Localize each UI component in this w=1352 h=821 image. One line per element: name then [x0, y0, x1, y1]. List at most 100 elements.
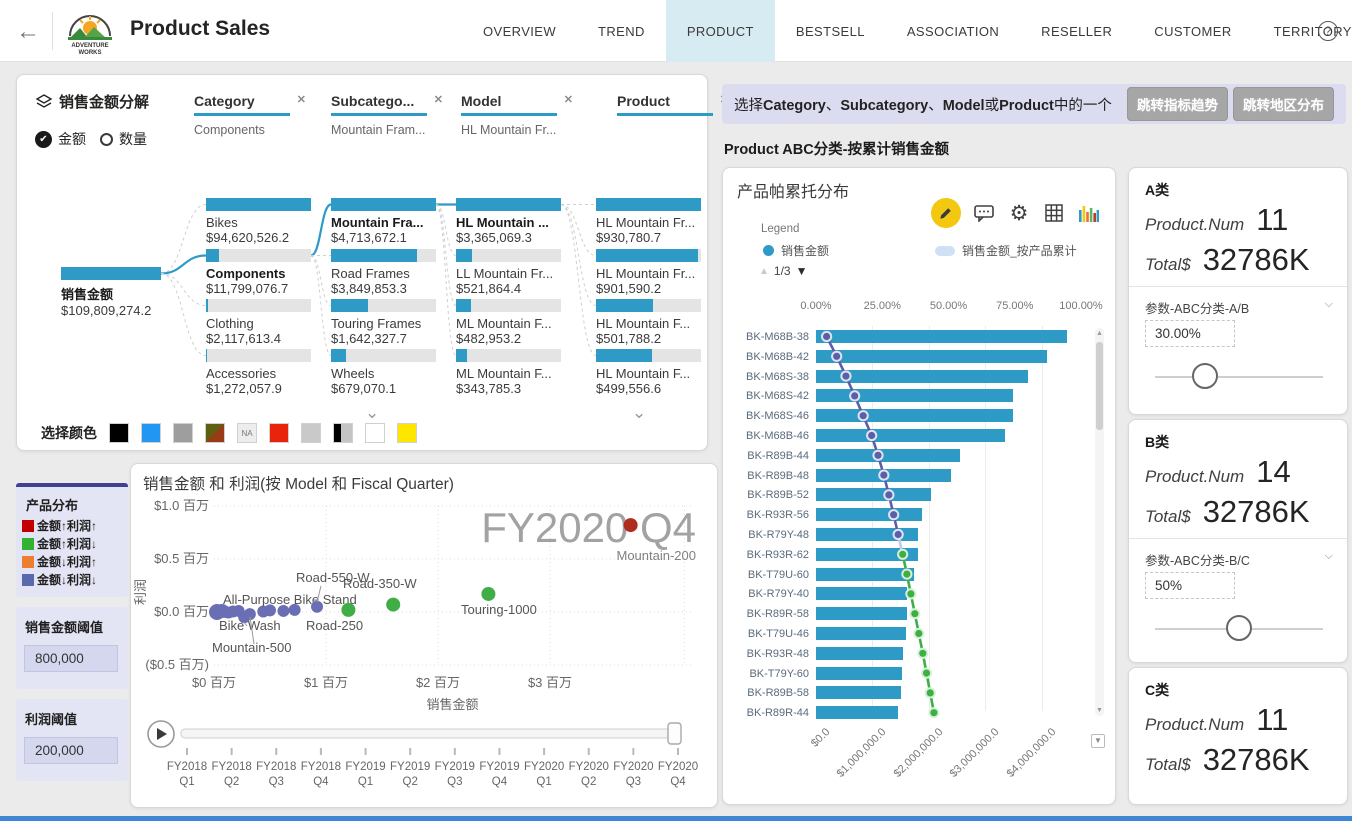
tree-node[interactable]: Clothing $2,117,613.4: [206, 299, 311, 346]
tree-node[interactable]: Road Frames $3,849,853.3: [331, 249, 436, 296]
tree-node[interactable]: Touring Frames $1,642,327.7: [331, 299, 436, 346]
tree-node[interactable]: HL Mountain F... $499,556.6: [596, 349, 701, 396]
tree-node[interactable]: Accessories $1,272,057.9: [206, 349, 311, 396]
tree-node[interactable]: Bikes $94,620,526.2: [206, 198, 311, 245]
pareto-bar[interactable]: [816, 567, 915, 581]
slider-knob[interactable]: [1192, 363, 1219, 389]
color-swatch-light-gray[interactable]: [301, 423, 321, 443]
pareto-cumulative-point[interactable]: [917, 647, 929, 659]
color-swatch-yellow[interactable]: [397, 423, 417, 443]
color-swatch-black[interactable]: [109, 423, 129, 443]
tab-product[interactable]: PRODUCT: [665, 0, 775, 62]
timeline-track[interactable]: [180, 728, 682, 739]
tree-node[interactable]: HL Mountain ... $3,365,069.3: [456, 198, 561, 245]
pareto-bar[interactable]: [816, 627, 907, 640]
tree-node[interactable]: 销售金额 $109,809,274.2: [61, 267, 161, 318]
scroll-up-icon[interactable]: ▲: [1096, 330, 1103, 337]
help-icon[interactable]: ?: [1318, 21, 1338, 41]
table-grid-icon[interactable]: [1042, 201, 1066, 225]
pareto-bar[interactable]: [816, 686, 901, 700]
pareto-bar[interactable]: [816, 528, 919, 541]
close-icon[interactable]: ✕: [296, 94, 306, 106]
chevron-down-icon[interactable]: ⌄: [632, 403, 647, 422]
pareto-bar[interactable]: [816, 330, 1068, 343]
pager-up-icon[interactable]: ▲: [759, 265, 769, 277]
color-swatch-red[interactable]: [269, 423, 289, 443]
pareto-cumulative-point[interactable]: [928, 707, 940, 719]
scroll-corner-icon[interactable]: ▼: [1091, 734, 1105, 748]
scrollbar-thumb[interactable]: [1096, 342, 1103, 430]
tree-node[interactable]: HL Mountain Fr... $930,780.7: [596, 198, 701, 245]
pareto-bar[interactable]: [816, 646, 904, 660]
tree-node[interactable]: HL Mountain F... $501,788.2: [596, 299, 701, 346]
chevron-down-icon[interactable]: ⌵: [1324, 550, 1333, 562]
dist-legend-item[interactable]: 金额↓利润↑: [16, 552, 128, 570]
scatter-point[interactable]: [386, 597, 401, 612]
param-bc-input[interactable]: 50%: [1145, 572, 1235, 599]
pareto-bar[interactable]: [816, 587, 908, 601]
scatter-point[interactable]: [288, 603, 301, 616]
scatter-point[interactable]: [623, 518, 638, 533]
bar-chart-icon[interactable]: [1077, 201, 1101, 225]
tree-node[interactable]: Mountain Fra... $4,713,672.1: [331, 198, 436, 245]
scatter-point[interactable]: [341, 602, 356, 617]
scatter-point[interactable]: [277, 604, 290, 617]
scatter-point[interactable]: [481, 586, 496, 601]
tab-bestsell[interactable]: BESTSELL: [795, 23, 865, 39]
measure-radio-off[interactable]: 数量: [100, 129, 147, 149]
pareto-bar[interactable]: [816, 349, 1047, 363]
scatter-point[interactable]: [311, 600, 324, 613]
dist-legend-item[interactable]: 金额↓利润↓: [16, 570, 128, 588]
timeline-handle[interactable]: [667, 722, 682, 745]
tab-trend[interactable]: TREND: [598, 23, 645, 39]
pareto-cumulative-point[interactable]: [913, 627, 925, 640]
edit-pencil-icon[interactable]: [931, 198, 961, 228]
close-icon[interactable]: ✕: [563, 94, 573, 106]
tab-customer[interactable]: CUSTOMER: [1154, 23, 1232, 39]
pareto-bar[interactable]: [816, 547, 919, 561]
color-swatch-olive-brown[interactable]: [205, 423, 225, 443]
color-swatch-gray[interactable]: [173, 423, 193, 443]
scatter-point[interactable]: [264, 604, 276, 617]
profit-threshold-input[interactable]: 200,000: [24, 737, 118, 764]
pareto-bar[interactable]: [816, 409, 1014, 423]
color-swatch-white[interactable]: [365, 423, 385, 443]
color-swatch-na[interactable]: NA: [237, 423, 257, 443]
param-ab-input[interactable]: 30.00%: [1145, 320, 1235, 347]
pareto-bar[interactable]: [816, 468, 952, 482]
color-swatch-black-white[interactable]: [333, 423, 353, 443]
comment-icon[interactable]: [972, 201, 996, 225]
tab-reseller[interactable]: RESELLER: [1041, 23, 1113, 39]
pager-down-icon[interactable]: ▼: [795, 264, 808, 278]
dist-legend-item[interactable]: 金额↑利润↑: [16, 516, 128, 534]
chevron-down-icon[interactable]: ⌵: [1324, 298, 1333, 310]
pareto-bar[interactable]: [816, 706, 899, 720]
slider-knob[interactable]: [1226, 615, 1252, 641]
pareto-cumulative-point[interactable]: [909, 608, 921, 620]
scatter-point[interactable]: [243, 608, 256, 621]
pareto-bar[interactable]: [816, 666, 903, 680]
tree-node[interactable]: Wheels $679,070.1: [331, 349, 436, 396]
scroll-down-icon[interactable]: ▼: [1096, 707, 1103, 714]
color-swatch-blue[interactable]: [141, 423, 161, 443]
scrollbar[interactable]: ▲ ▼: [1095, 328, 1104, 716]
tab-overview[interactable]: OVERVIEW: [483, 23, 557, 39]
jump-trend-button[interactable]: 跳转指标趋势: [1127, 87, 1228, 121]
pareto-bar[interactable]: [816, 429, 1006, 442]
pareto-bar[interactable]: [816, 389, 1014, 403]
pareto-cumulative-point[interactable]: [924, 687, 936, 699]
pareto-cumulative-point[interactable]: [905, 588, 917, 600]
tree-node[interactable]: LL Mountain Fr... $521,864.4: [456, 249, 561, 296]
param-bc-slider[interactable]: [1155, 615, 1323, 641]
legend-item-cumulative[interactable]: 销售金额_按产品累计: [935, 242, 1077, 259]
tree-node[interactable]: Components $11,799,076.7: [206, 249, 311, 296]
measure-radio-on[interactable]: ✔ 金额: [35, 129, 86, 149]
legend-item-sales[interactable]: 销售金额: [763, 242, 829, 259]
settings-gear-icon[interactable]: ⚙: [1009, 201, 1029, 225]
dist-legend-item[interactable]: 金额↑利润↓: [16, 534, 128, 552]
pareto-bar[interactable]: [816, 369, 1028, 383]
pareto-bar[interactable]: [816, 448, 961, 462]
sales-threshold-input[interactable]: 800,000: [24, 645, 118, 672]
close-icon[interactable]: ✕: [433, 94, 443, 106]
chevron-down-icon[interactable]: ⌄: [365, 403, 380, 422]
